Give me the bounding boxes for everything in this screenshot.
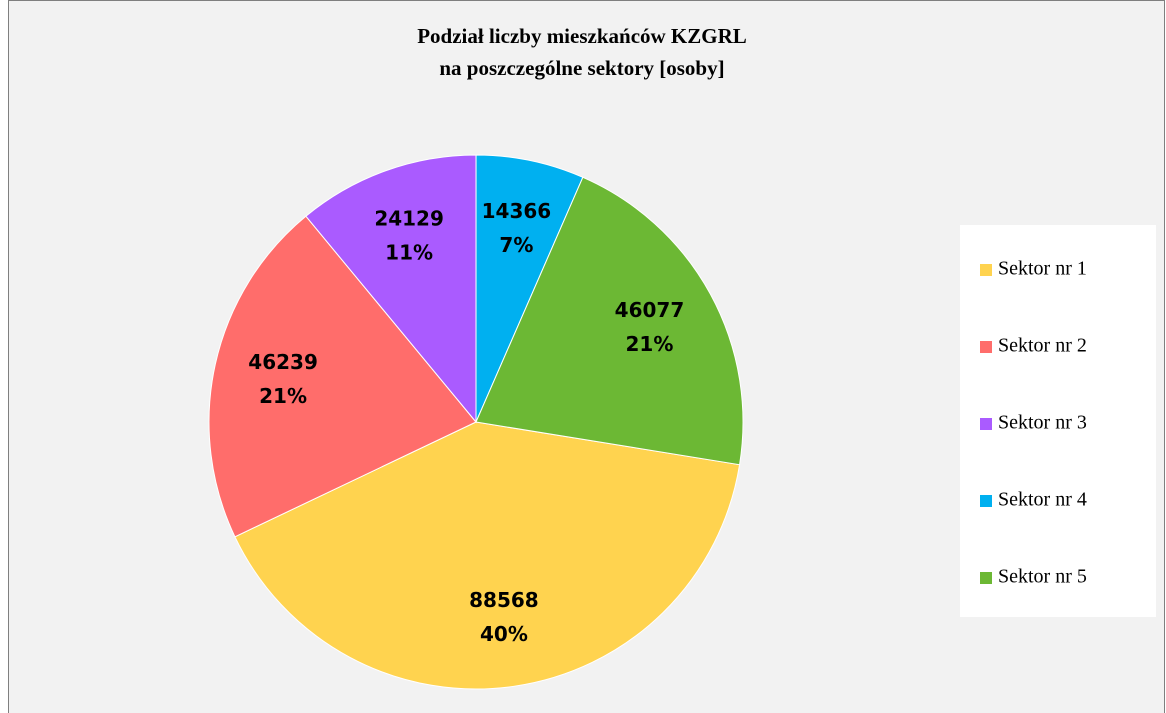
data-label: 21% [626,332,674,356]
legend-label: Sektor nr 1 [998,258,1087,280]
legend-swatch [980,495,992,507]
legend-swatch [980,418,992,430]
legend-label: Sektor nr 4 [998,489,1087,511]
legend-swatch [980,264,992,276]
legend-label: Sektor nr 3 [998,412,1087,434]
pie-slice [305,154,477,424]
legend-label: Sektor nr 5 [998,566,1087,588]
data-label: 46239 [248,350,318,374]
data-label: 7% [499,233,533,257]
data-label: 21% [259,384,307,408]
data-label: 11% [385,241,433,265]
data-label: 14366 [482,199,552,223]
legend-swatch [980,572,992,584]
legend-label: Sektor nr 2 [998,335,1087,357]
data-label: 46077 [615,298,685,322]
legend-swatch [980,341,992,353]
data-label: 24129 [374,207,444,231]
chart-title: Podział liczby mieszkańców KZGRL [417,24,747,48]
pie-slice [475,176,744,466]
legend-box [960,225,1156,617]
data-label: 88568 [469,588,539,612]
pie-slice [208,215,477,538]
chart-title: na poszczególne sektory [osoby] [439,56,724,80]
data-label: 40% [480,622,528,646]
pie-slice [475,154,584,423]
pie-slice [234,421,741,690]
